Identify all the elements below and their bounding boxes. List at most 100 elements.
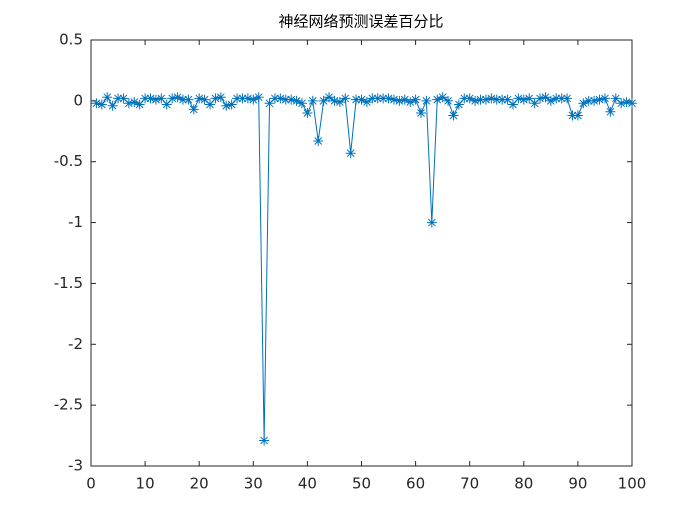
data-marker: [118, 93, 129, 104]
y-tick-label: -3: [68, 457, 83, 475]
data-marker: [497, 94, 508, 105]
data-marker: [318, 95, 329, 106]
x-tick-label: 70: [460, 475, 479, 493]
y-tick-label: 0: [73, 91, 83, 109]
data-marker: [448, 110, 459, 121]
chart-title: 神经网络预测误差百分比: [278, 13, 443, 31]
data-marker: [437, 92, 448, 103]
data-marker: [491, 94, 502, 105]
data-marker: [459, 93, 470, 104]
data-marker: [102, 92, 113, 103]
data-marker: [286, 94, 297, 105]
data-marker: [199, 94, 210, 105]
data-marker: [340, 93, 351, 104]
data-marker: [443, 95, 454, 106]
data-marker: [470, 95, 481, 106]
data-marker: [524, 93, 535, 104]
data-marker: [388, 94, 399, 105]
data-marker: [416, 108, 427, 119]
data-marker: [383, 93, 394, 104]
data-marker: [226, 99, 237, 110]
data-marker: [518, 94, 529, 105]
y-tick-label: -2.5: [54, 396, 83, 414]
data-marker: [605, 106, 616, 117]
data-marker: [334, 97, 345, 108]
x-tick-label: 0: [86, 475, 96, 493]
x-tick-label: 50: [352, 475, 371, 493]
x-tick-label: 90: [568, 475, 587, 493]
data-marker: [269, 93, 280, 104]
y-tick-label: -1: [68, 213, 83, 231]
x-tick-label: 100: [618, 475, 647, 493]
data-marker: [475, 94, 486, 105]
data-marker: [367, 93, 378, 104]
data-marker: [567, 110, 578, 121]
y-tick-label: -0.5: [54, 152, 83, 170]
data-marker: [432, 94, 443, 105]
data-marker: [540, 92, 551, 103]
data-marker: [145, 93, 156, 104]
data-marker: [296, 98, 307, 109]
data-marker: [140, 93, 151, 104]
data-marker: [610, 93, 621, 104]
data-marker: [156, 93, 167, 104]
data-marker: [599, 93, 610, 104]
data-marker: [275, 93, 286, 104]
x-tick-label: 30: [244, 475, 263, 493]
y-tick-label: 0.5: [59, 31, 83, 49]
data-marker: [232, 93, 243, 104]
x-tick-label: 60: [406, 475, 425, 493]
data-marker: [113, 93, 124, 104]
data-marker: [507, 99, 518, 110]
data-marker: [248, 94, 259, 105]
data-marker: [405, 97, 416, 108]
x-tick-label: 10: [136, 475, 155, 493]
data-marker: [161, 99, 172, 110]
data-marker: [621, 97, 632, 108]
data-marker: [150, 94, 161, 105]
data-marker: [480, 94, 491, 105]
data-marker: [324, 92, 335, 103]
data-marker: [215, 92, 226, 103]
data-marker: [378, 93, 389, 104]
x-tick-label: 40: [298, 475, 317, 493]
data-marker: [361, 97, 372, 108]
data-marker: [167, 93, 178, 104]
data-marker: [589, 95, 600, 106]
data-marker: [594, 94, 605, 105]
data-marker: [313, 136, 324, 147]
data-marker: [345, 148, 356, 159]
data-marker: [329, 95, 340, 106]
data-marker: [221, 100, 232, 111]
data-marker: [237, 93, 248, 104]
data-marker: [107, 100, 118, 111]
data-marker: [129, 97, 140, 108]
data-marker: [464, 93, 475, 104]
data-marker: [183, 94, 194, 105]
data-marker: [426, 217, 437, 228]
data-marker: [502, 94, 513, 105]
data-marker: [535, 93, 546, 104]
data-marker: [96, 99, 107, 110]
data-marker: [351, 94, 362, 105]
data-marker: [394, 95, 405, 106]
data-marker: [572, 110, 583, 121]
data-marker: [562, 93, 573, 104]
data-marker: [291, 95, 302, 106]
data-marker: [264, 98, 275, 109]
axes-box: [90, 39, 633, 467]
data-marker: [616, 98, 627, 109]
data-marker: [627, 98, 637, 109]
data-marker: [253, 92, 264, 103]
data-marker: [356, 94, 367, 105]
data-marker: [399, 94, 410, 105]
data-marker: [551, 93, 562, 104]
x-tick-label: 20: [190, 475, 209, 493]
data-marker: [529, 98, 540, 109]
data-marker: [177, 94, 188, 105]
data-marker: [242, 93, 253, 104]
data-marker: [410, 94, 421, 105]
data-marker: [280, 94, 291, 105]
